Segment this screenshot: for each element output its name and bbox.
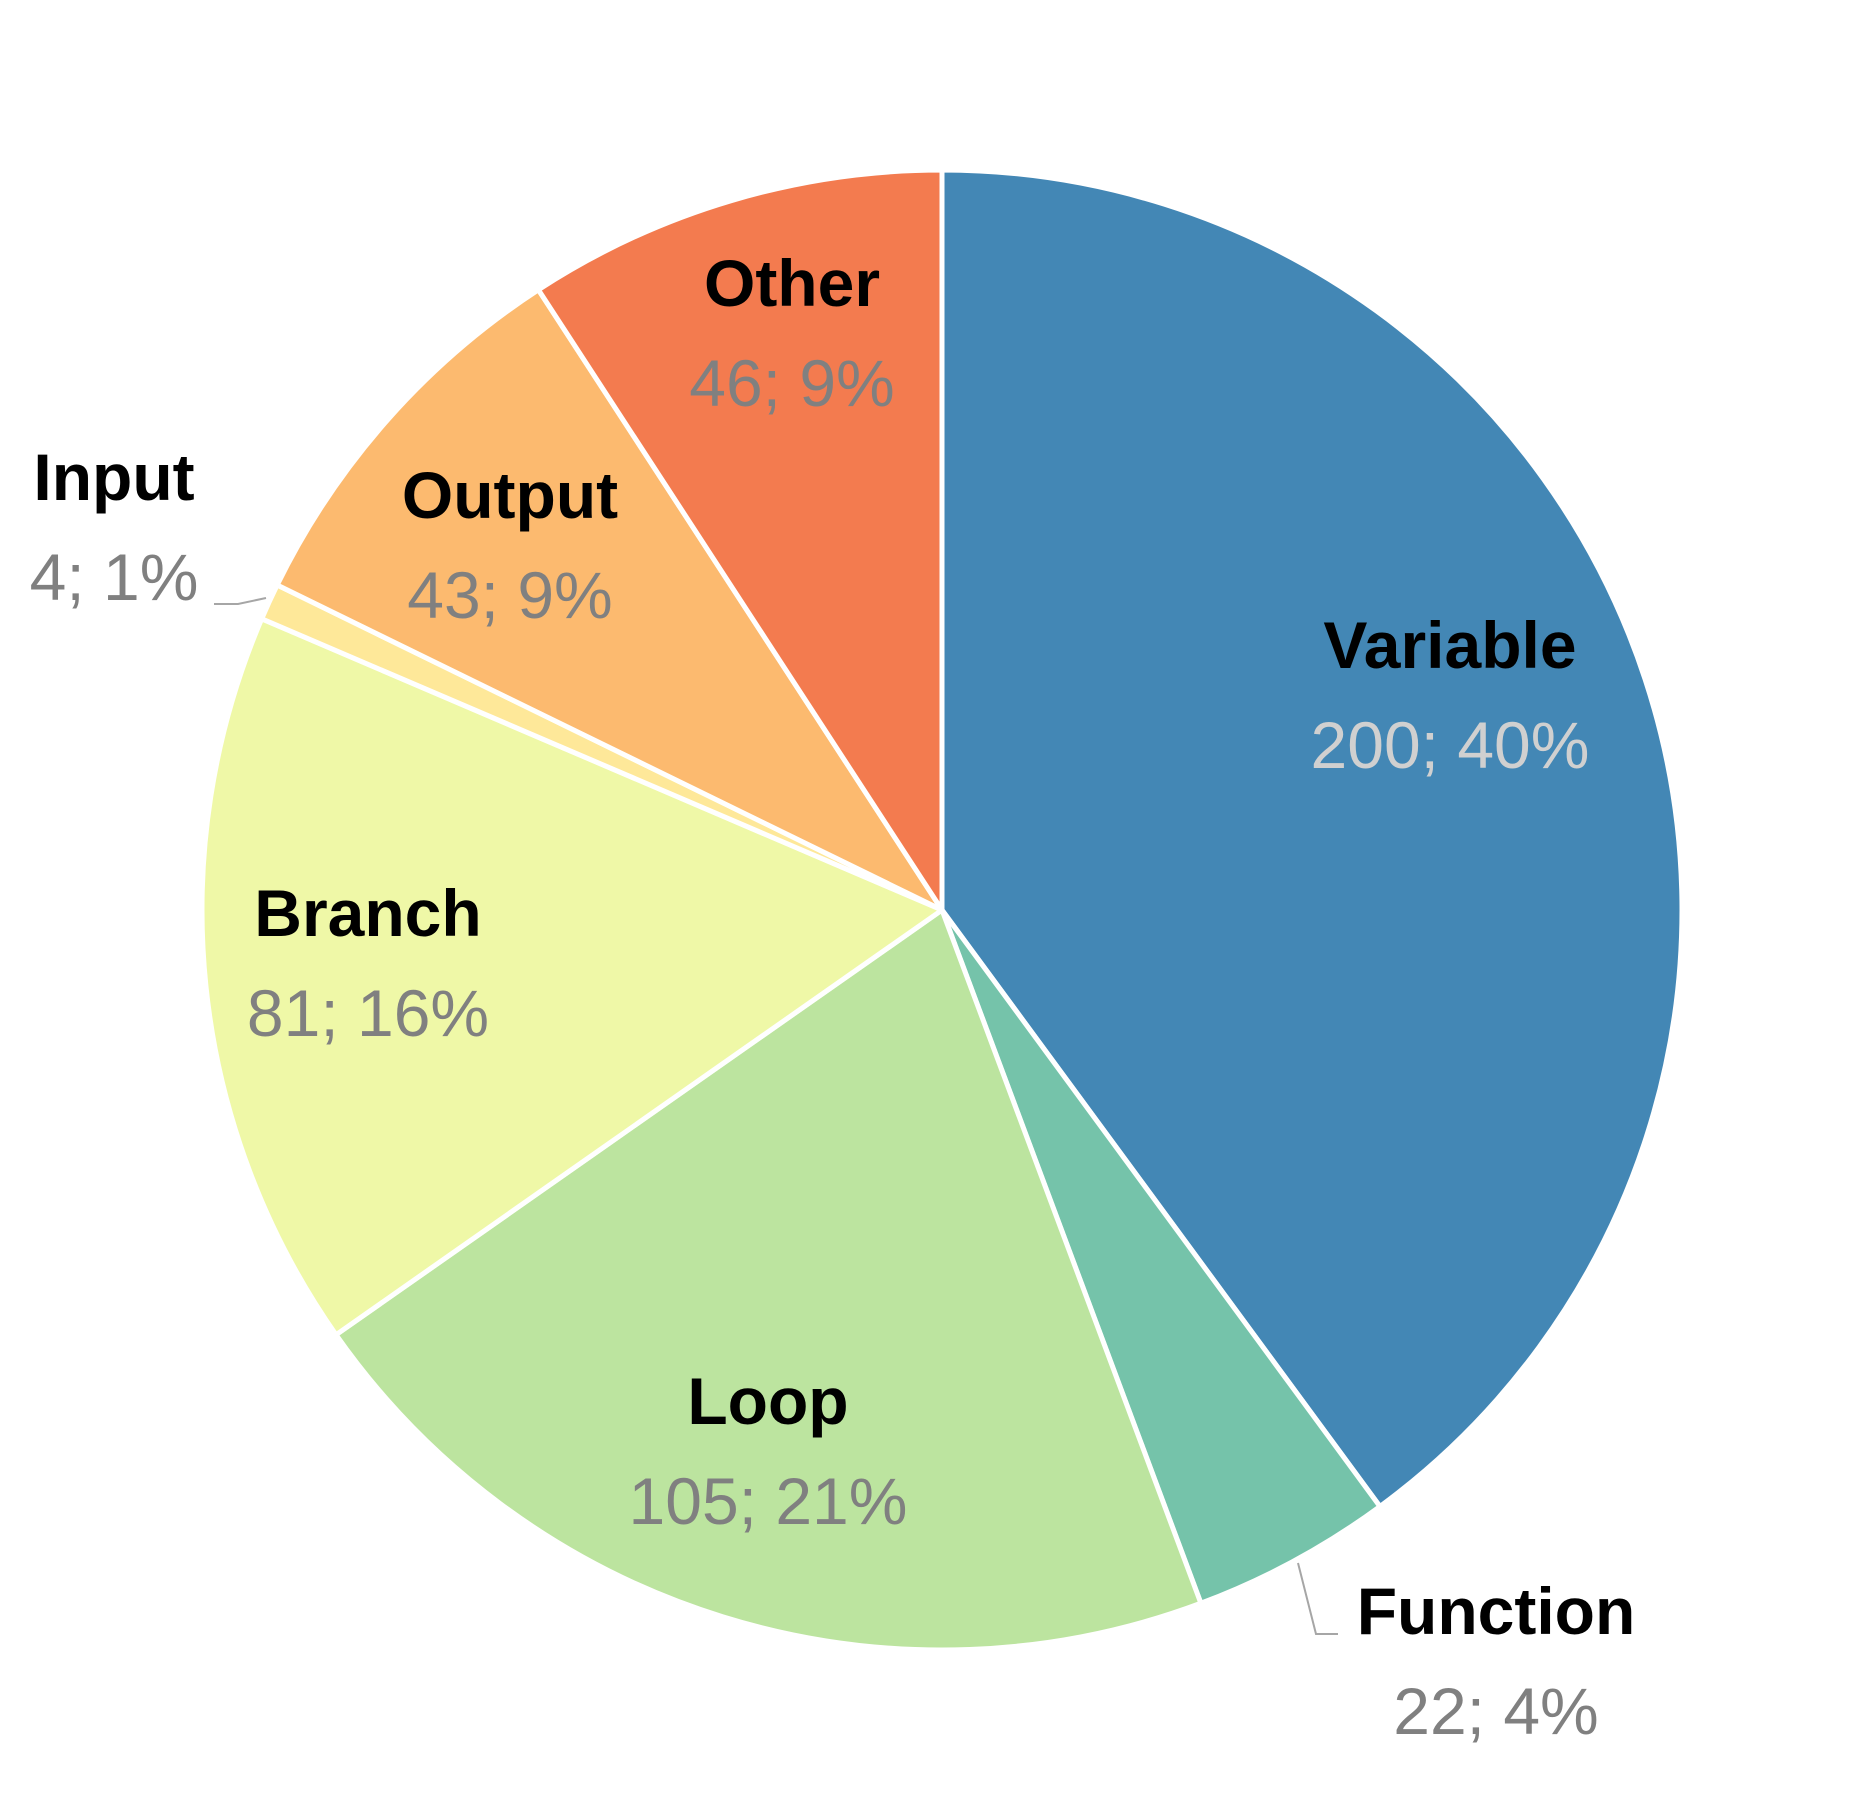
slice-function bbox=[939, 907, 1383, 1606]
slice-value-label-output: 43; 9% bbox=[407, 558, 612, 632]
slice-loop bbox=[333, 907, 1204, 1653]
slice-label-function: Function bbox=[1357, 1574, 1636, 1648]
slice-label-output: Output bbox=[402, 458, 618, 532]
slice-label-branch: Branch bbox=[254, 876, 481, 950]
slice-labels: Variable 200; 40% Function 22; 4% Loop 105; 2… bbox=[30, 246, 1636, 1748]
leader-lines bbox=[214, 597, 1338, 1635]
slice-value-label-input: 4; 1% bbox=[30, 540, 199, 614]
slice-label-loop: Loop bbox=[687, 1364, 848, 1438]
leader-line-function bbox=[1297, 1562, 1338, 1635]
slice-label-input: Input bbox=[33, 440, 194, 514]
leader-line-input bbox=[214, 597, 267, 605]
slice-value-label-function: 22; 4% bbox=[1393, 1674, 1598, 1748]
slice-value-label-branch: 81; 16% bbox=[247, 976, 489, 1050]
slice-value-label-loop: 105; 21% bbox=[629, 1464, 908, 1538]
slice-value-label-variable: 200; 40% bbox=[1311, 708, 1590, 782]
slice-label-variable: Variable bbox=[1323, 608, 1576, 682]
slice-branch bbox=[199, 616, 945, 1338]
slice-label-other: Other bbox=[704, 246, 880, 320]
slice-other bbox=[535, 167, 945, 913]
slice-value-label-other: 46; 9% bbox=[689, 346, 894, 420]
pie-slices bbox=[199, 167, 1685, 1653]
slice-variable bbox=[939, 167, 1685, 1509]
slice-output bbox=[274, 287, 945, 913]
